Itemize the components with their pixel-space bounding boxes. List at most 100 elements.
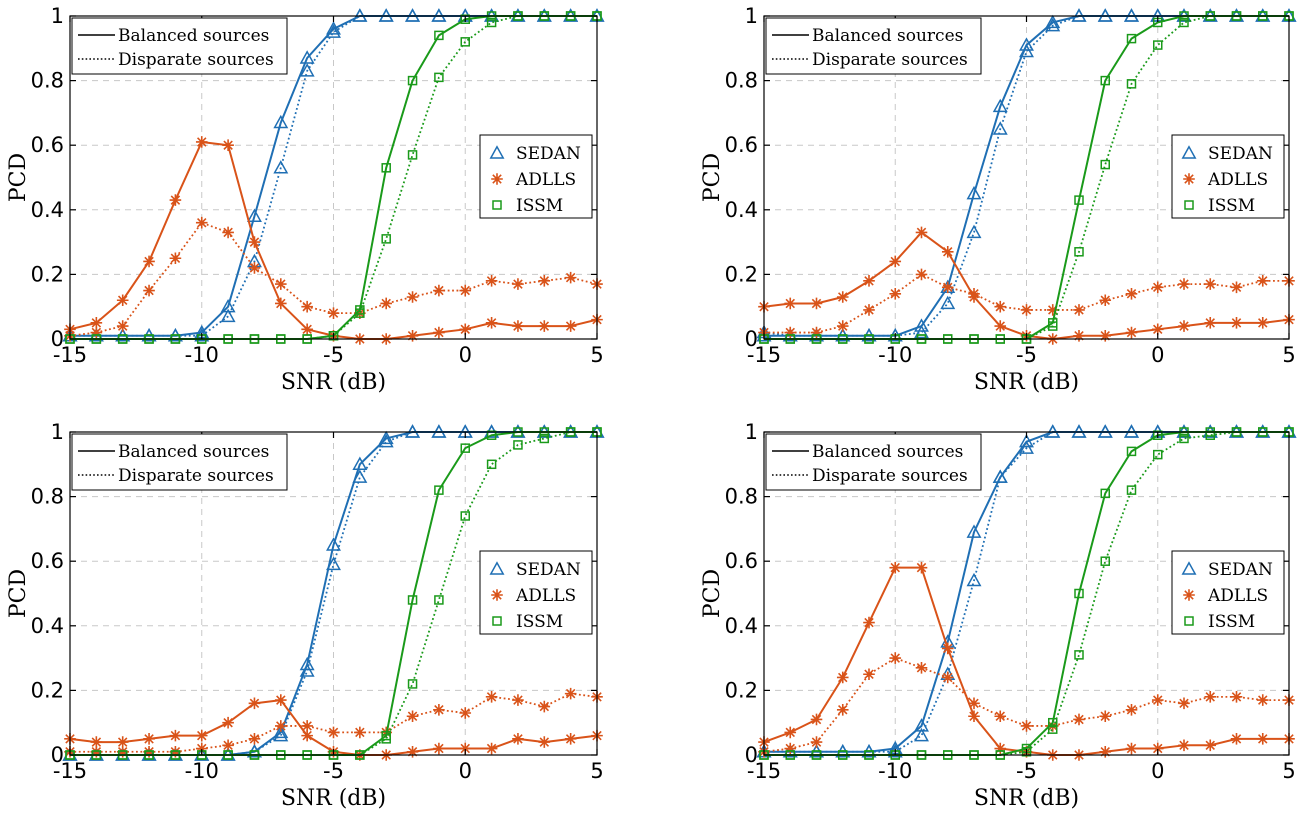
x-tick-label: 0 [1151,343,1164,367]
asterisk-marker [90,317,103,329]
asterisk-marker [90,326,103,339]
x-tick-label: 5 [590,343,603,367]
series-adlls-solid [64,694,603,761]
triangle-marker [273,724,289,739]
square-marker [407,150,418,160]
y-tick-label: 0.6 [725,549,758,573]
asterisk-marker [538,320,551,332]
asterisk-marker [406,710,419,723]
asterisk-marker [90,736,103,748]
asterisk-marker [1230,691,1243,703]
asterisk-marker [301,729,313,742]
triangle-marker [378,430,394,445]
asterisk-marker [538,700,551,713]
square-marker [381,163,391,173]
triangle-marker [992,121,1008,135]
asterisk-marker [941,642,954,655]
square-marker [407,679,418,689]
asterisk-marker [1125,742,1138,755]
asterisk-marker [275,278,287,290]
style-legend-label: Balanced sources [812,442,963,462]
asterisk-marker [169,194,182,206]
asterisk-marker [169,729,182,742]
x-tick-label: -15 [53,759,87,783]
y-tick-label: 0 [745,743,758,767]
square-marker [460,14,470,24]
square-marker [486,17,497,28]
y-tick-label: 0 [745,327,758,351]
square-marker [328,331,339,341]
asterisk-marker [863,275,875,287]
asterisk-marker [1046,720,1059,732]
asterisk-marker [810,297,823,310]
asterisk-marker [810,736,823,748]
asterisk-marker [915,268,928,281]
asterisk-marker [380,297,392,310]
asterisk-marker [1125,703,1138,716]
asterisk-marker [301,323,313,336]
asterisk-marker [564,320,577,332]
x-tick-label: -10 [185,759,219,783]
asterisk-marker [538,736,551,748]
asterisk-marker [248,236,261,248]
triangle-marker [992,98,1008,113]
triangle-marker [299,63,315,77]
square-marker [1179,17,1189,28]
asterisk-marker [275,297,287,310]
asterisk-marker [1178,739,1190,752]
triangle-marker [940,295,956,310]
triangle-marker [405,424,421,438]
asterisk-marker [564,687,577,700]
series-legend-label: ISSM [1208,612,1255,632]
asterisk-marker [889,652,902,664]
asterisk-marker [1151,323,1164,336]
asterisk-marker [968,710,980,723]
asterisk-marker [994,320,1007,332]
asterisk-marker [1256,733,1269,745]
triangle-marker [299,663,315,677]
asterisk-marker [512,320,524,332]
asterisk-marker [485,742,498,755]
y-axis-label: PCD [6,153,31,202]
x-tick-label: -5 [1016,343,1037,367]
asterisk-marker [406,745,419,758]
asterisk-marker [915,226,928,239]
triangle-marker [431,424,447,438]
square-marker [1153,430,1163,440]
asterisk-marker [301,300,313,313]
series-legend-label: ADLLS [1207,170,1268,190]
y-tick-label: 0.6 [31,133,64,157]
square-marker [381,734,391,744]
triangle-marker [246,208,262,222]
asterisk-marker [784,297,797,310]
asterisk-marker [248,262,261,274]
series-legend-label: SEDAN [516,144,581,164]
triangle-marker [273,114,289,129]
asterisk-marker [143,733,155,745]
asterisk-marker [354,726,366,739]
series-legend-label: ADLLS [515,586,576,606]
triangle-marker [220,308,236,323]
square-marker [539,433,550,444]
asterisk-marker [810,713,823,726]
asterisk-marker [459,742,472,755]
triangle-marker [1071,424,1087,438]
triangle-marker [352,456,368,471]
square-marker [407,75,418,86]
asterisk-marker [1230,317,1243,329]
style-legend-label: Balanced sources [118,442,269,462]
square-marker [1021,747,1032,757]
asterisk-marker [222,716,234,729]
asterisk-marker [90,745,103,758]
square-marker [1179,433,1189,444]
y-tick-label: 0.4 [31,614,64,638]
asterisk-marker [1256,317,1269,329]
square-marker [1126,79,1137,89]
y-tick-label: 0.4 [725,198,758,222]
square-marker [460,37,470,47]
asterisk-marker [222,739,234,752]
x-tick-label: -5 [1016,759,1037,783]
square-marker [486,430,497,440]
asterisk-marker [889,561,902,574]
triangle-marker [966,524,982,538]
